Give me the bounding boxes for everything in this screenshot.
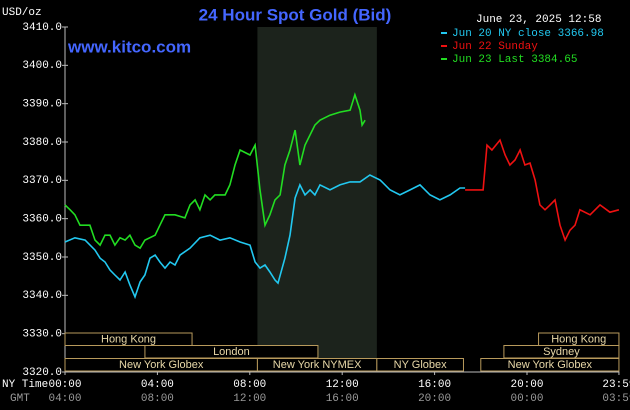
- session-label: New York NYMEX: [273, 359, 362, 371]
- session-box: [538, 332, 620, 346]
- x2-tick-label: 12:00: [233, 393, 266, 405]
- x2-axis-label: GMT: [10, 393, 30, 405]
- y-tick-label: 3400.0: [22, 60, 62, 72]
- x2-tick-label: 16:00: [326, 393, 359, 405]
- x2-tick-label: 03:59: [602, 393, 630, 405]
- x-tick-label: 12:00: [326, 379, 359, 391]
- y-tick-label: 3360.0: [22, 214, 62, 226]
- session-label: Hong Kong: [551, 334, 606, 346]
- session-label: NY Globex: [394, 359, 447, 371]
- x-tick-label: 00:00: [48, 379, 81, 391]
- session-label: New York Globex: [508, 359, 593, 371]
- y-tick-label: 3330.0: [22, 329, 62, 341]
- legend-label: Jun 22 Sunday: [452, 41, 538, 53]
- y-tick-label: 3370.0: [22, 175, 62, 187]
- series-line: [64, 174, 466, 300]
- chart-title: 24 Hour Spot Gold (Bid): [199, 5, 392, 24]
- x-tick-label: 08:00: [233, 379, 266, 391]
- x2-tick-label: 20:00: [418, 393, 451, 405]
- series-line: [465, 138, 620, 243]
- session-label: Hong Kong: [101, 334, 156, 346]
- y-tick-label: 3350.0: [22, 252, 62, 264]
- x2-tick-label: 00:00: [510, 393, 543, 405]
- legend-label: Jun 20 NY close 3366.98: [452, 28, 604, 40]
- y-tick-label: 3380.0: [22, 137, 62, 149]
- x-tick-label: 16:00: [418, 379, 451, 391]
- y-axis-unit: USD/oz: [2, 7, 42, 19]
- x-tick-label: 23:59: [602, 379, 630, 391]
- timestamp: June 23, 2025 12:58: [476, 14, 601, 26]
- session-label: Sydney: [543, 346, 580, 358]
- session-label: New York Globex: [119, 359, 204, 371]
- session-box: [64, 332, 193, 346]
- y-tick-label: 3340.0: [22, 290, 62, 302]
- session-shade-layer: [257, 27, 377, 372]
- y-tick-label: 3390.0: [22, 99, 62, 111]
- x-tick-label: 20:00: [510, 379, 543, 391]
- y-tick-label: 3320.0: [22, 367, 62, 379]
- session-box: [376, 358, 464, 372]
- x-axis-label: NY Time: [2, 379, 48, 391]
- x-tick-label: 04:00: [141, 379, 174, 391]
- session-shade: [257, 27, 377, 372]
- series-line: [64, 92, 366, 250]
- x2-tick-label: 08:00: [141, 393, 174, 405]
- site-url: www.kitco.com: [67, 37, 191, 56]
- x2-tick-label: 04:00: [48, 393, 81, 405]
- session-box: [480, 358, 620, 372]
- session-label: London: [213, 346, 250, 358]
- legend-label: Jun 23 Last 3384.65: [452, 54, 577, 66]
- y-tick-label: 3410.0: [22, 22, 62, 34]
